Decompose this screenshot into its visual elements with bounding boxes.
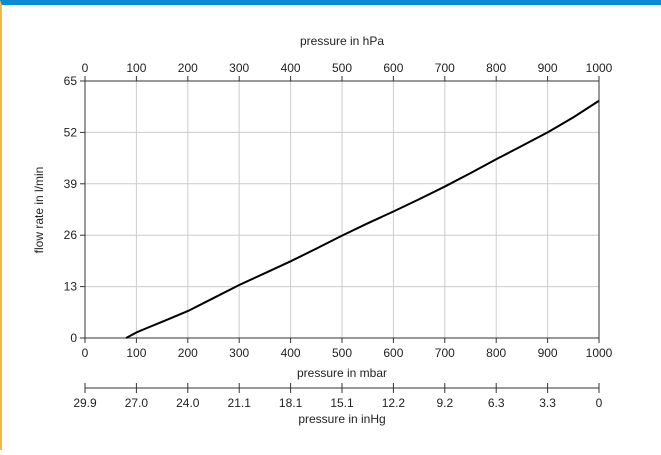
top-tick-label: 100 xyxy=(126,61,146,75)
y-tick-label: 52 xyxy=(64,125,78,139)
x-axis-title: pressure in mbar xyxy=(297,366,387,380)
inhg-tick-label: 9.2 xyxy=(436,396,453,410)
top-tick-label: 0 xyxy=(82,61,89,75)
tick-labels: 0010010020020030030040040050050060060070… xyxy=(64,61,613,410)
inhg-tick-label: 29.9 xyxy=(73,396,97,410)
top-tick-label: 400 xyxy=(281,61,301,75)
inhg-tick-label: 24.0 xyxy=(176,396,200,410)
top-axis-title: pressure in hPa xyxy=(300,34,384,48)
x-tick-label: 700 xyxy=(435,346,455,360)
top-tick-label: 600 xyxy=(383,61,403,75)
x-tick-label: 0 xyxy=(82,346,89,360)
y-tick-label: 65 xyxy=(64,74,78,88)
x-tick-label: 500 xyxy=(332,346,352,360)
top-tick-label: 300 xyxy=(229,61,249,75)
x-tick-label: 1000 xyxy=(586,346,613,360)
top-tick-label: 500 xyxy=(332,61,352,75)
x-tick-label: 600 xyxy=(383,346,403,360)
grid xyxy=(84,80,600,339)
bottom-axis-title: pressure in inHg xyxy=(298,412,385,426)
top-tick-label: 1000 xyxy=(586,61,613,75)
top-tick-label: 700 xyxy=(435,61,455,75)
series xyxy=(125,99,600,339)
inhg-tick-label: 18.1 xyxy=(279,396,303,410)
y-tick-label: 0 xyxy=(70,331,77,345)
x-tick-label: 100 xyxy=(126,346,146,360)
x-tick-label: 300 xyxy=(229,346,249,360)
inhg-tick-label: 3.3 xyxy=(539,396,556,410)
top-tick-label: 200 xyxy=(178,61,198,75)
axes xyxy=(80,76,600,393)
inhg-tick-label: 21.1 xyxy=(228,396,252,410)
inhg-tick-label: 27.0 xyxy=(125,396,149,410)
y-axis-title: flow rate in l/min xyxy=(32,167,46,254)
top-tick-label: 900 xyxy=(538,61,558,75)
x-tick-label: 200 xyxy=(178,346,198,360)
x-tick-label: 800 xyxy=(486,346,506,360)
x-tick-label: 400 xyxy=(281,346,301,360)
y-tick-label: 13 xyxy=(64,280,78,294)
inhg-tick-label: 12.2 xyxy=(382,396,406,410)
flow-rate-chart: 0010010020020030030040040050050060060070… xyxy=(32,34,613,426)
x-tick-label: 900 xyxy=(538,346,558,360)
inhg-tick-label: 0 xyxy=(596,396,603,410)
y-tick-label: 26 xyxy=(64,228,78,242)
y-tick-label: 39 xyxy=(64,177,78,191)
flow-rate-curve xyxy=(125,99,600,339)
top-tick-label: 800 xyxy=(486,61,506,75)
inhg-tick-label: 6.3 xyxy=(488,396,505,410)
inhg-tick-label: 15.1 xyxy=(330,396,354,410)
